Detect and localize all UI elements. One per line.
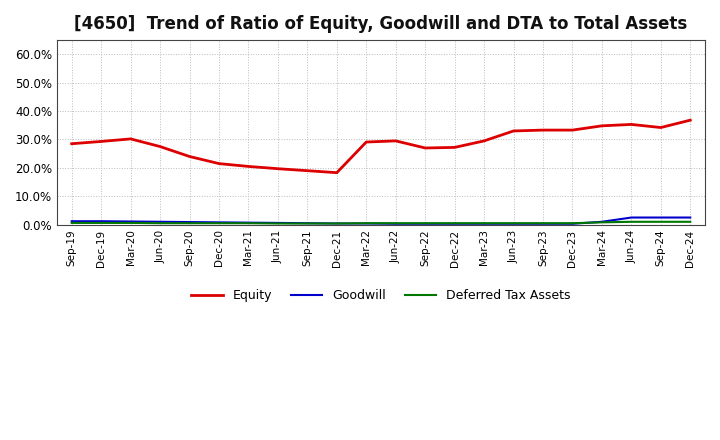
- Equity: [274, 166, 282, 171]
- Line: Goodwill: Goodwill: [72, 217, 690, 224]
- Title: [4650]  Trend of Ratio of Equity, Goodwill and DTA to Total Assets: [4650] Trend of Ratio of Equity, Goodwil…: [74, 15, 688, 33]
- Equity: [509, 128, 518, 134]
- Deferred Tax Assets: [274, 221, 282, 226]
- Goodwill: [333, 221, 341, 226]
- Goodwill: [657, 215, 665, 220]
- Equity: [362, 139, 371, 145]
- Equity: [480, 138, 488, 143]
- Goodwill: [568, 221, 577, 227]
- Equity: [392, 138, 400, 143]
- Equity: [657, 125, 665, 130]
- Goodwill: [244, 220, 253, 225]
- Equity: [68, 141, 76, 147]
- Equity: [126, 136, 135, 142]
- Deferred Tax Assets: [126, 220, 135, 226]
- Equity: [333, 170, 341, 175]
- Deferred Tax Assets: [450, 220, 459, 226]
- Equity: [450, 145, 459, 150]
- Deferred Tax Assets: [598, 220, 606, 225]
- Deferred Tax Assets: [362, 220, 371, 226]
- Goodwill: [97, 219, 106, 224]
- Deferred Tax Assets: [509, 220, 518, 226]
- Equity: [215, 161, 223, 166]
- Deferred Tax Assets: [480, 220, 488, 226]
- Deferred Tax Assets: [156, 220, 164, 226]
- Deferred Tax Assets: [686, 219, 695, 224]
- Equity: [539, 128, 547, 133]
- Deferred Tax Assets: [421, 220, 430, 226]
- Line: Deferred Tax Assets: Deferred Tax Assets: [72, 222, 690, 224]
- Deferred Tax Assets: [657, 219, 665, 224]
- Deferred Tax Assets: [392, 220, 400, 226]
- Deferred Tax Assets: [215, 220, 223, 226]
- Goodwill: [598, 219, 606, 224]
- Deferred Tax Assets: [333, 221, 341, 226]
- Deferred Tax Assets: [568, 220, 577, 226]
- Goodwill: [274, 220, 282, 226]
- Goodwill: [68, 219, 76, 224]
- Equity: [97, 139, 106, 144]
- Equity: [686, 117, 695, 123]
- Goodwill: [480, 221, 488, 227]
- Goodwill: [185, 220, 194, 225]
- Equity: [244, 164, 253, 169]
- Deferred Tax Assets: [185, 220, 194, 226]
- Equity: [568, 128, 577, 133]
- Goodwill: [421, 221, 430, 227]
- Deferred Tax Assets: [303, 221, 312, 226]
- Goodwill: [215, 220, 223, 225]
- Deferred Tax Assets: [244, 220, 253, 226]
- Goodwill: [627, 215, 636, 220]
- Equity: [627, 122, 636, 127]
- Goodwill: [362, 221, 371, 226]
- Legend: Equity, Goodwill, Deferred Tax Assets: Equity, Goodwill, Deferred Tax Assets: [186, 284, 575, 307]
- Goodwill: [156, 219, 164, 224]
- Line: Equity: Equity: [72, 120, 690, 172]
- Equity: [598, 123, 606, 128]
- Deferred Tax Assets: [627, 219, 636, 224]
- Equity: [421, 145, 430, 150]
- Equity: [303, 168, 312, 173]
- Equity: [156, 144, 164, 149]
- Goodwill: [392, 221, 400, 227]
- Goodwill: [539, 221, 547, 227]
- Deferred Tax Assets: [68, 220, 76, 226]
- Deferred Tax Assets: [97, 220, 106, 226]
- Goodwill: [126, 219, 135, 224]
- Deferred Tax Assets: [539, 220, 547, 226]
- Goodwill: [509, 221, 518, 227]
- Equity: [185, 154, 194, 159]
- Goodwill: [303, 220, 312, 226]
- Goodwill: [450, 221, 459, 227]
- Goodwill: [686, 215, 695, 220]
